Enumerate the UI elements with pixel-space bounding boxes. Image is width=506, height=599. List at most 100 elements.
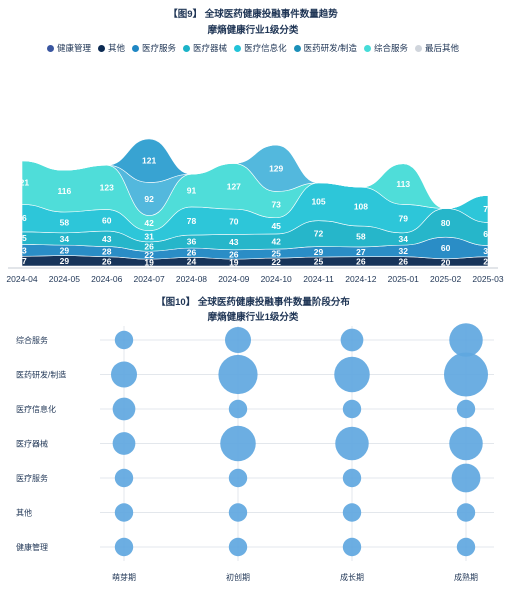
bubble	[340, 328, 364, 352]
y-tick-label: 医疗器械	[16, 439, 48, 449]
bubble	[456, 503, 476, 522]
data-label: 29	[60, 256, 70, 266]
x-tick-label: 2024-09	[218, 274, 249, 284]
x-tick-label: 成熟期	[454, 572, 478, 582]
data-label: 26	[144, 242, 154, 252]
data-label: 26	[102, 256, 112, 266]
data-label: 36	[187, 237, 197, 247]
legend-dot	[132, 44, 140, 52]
x-tick-label: 2024-04	[6, 274, 37, 284]
bubble	[456, 537, 476, 557]
data-label: 72	[314, 229, 324, 239]
bubble	[449, 323, 483, 357]
data-label: 28	[102, 247, 112, 257]
legend-item[interactable]: 医药研发/制造	[293, 42, 357, 54]
data-label: 25	[271, 249, 281, 259]
y-tick-label: 医疗服务	[16, 473, 48, 483]
y-tick-label: 医疗信息化	[16, 404, 56, 414]
data-label: 43	[102, 234, 112, 244]
data-label: 58	[60, 217, 70, 227]
bubble	[334, 356, 370, 393]
bubble	[220, 425, 256, 462]
legend-item[interactable]: 其他	[98, 42, 125, 54]
data-label: 43	[229, 237, 239, 247]
legend-item[interactable]: 综合服务	[363, 42, 408, 54]
data-label: 60	[102, 215, 112, 225]
bubble	[114, 503, 134, 522]
data-label: 58	[356, 231, 366, 241]
legend-dot	[293, 44, 301, 52]
x-tick-label: 萌芽期	[112, 572, 136, 582]
bubble	[114, 468, 134, 488]
legend-label: 医药研发/制造	[303, 43, 357, 53]
data-label: 20	[441, 257, 451, 267]
bubble	[342, 468, 362, 488]
legend-label: 其他	[108, 43, 126, 53]
stream-area-chart: 2733357612129293458116262843601231922263…	[6, 138, 504, 284]
data-label: 31	[483, 246, 493, 256]
chart1-title: 【图9】 全球医药健康投融事件数量趋势	[168, 9, 338, 20]
bubble	[228, 537, 248, 557]
bubble	[451, 463, 481, 493]
legend-item[interactable]: 最后其他	[414, 42, 459, 54]
data-label: 91	[187, 186, 197, 196]
data-label: 29	[60, 245, 70, 255]
bubble	[342, 399, 362, 419]
legend-label: 医疗服务	[142, 43, 177, 53]
legend-item[interactable]: 医疗器械	[183, 42, 227, 54]
data-label: 92	[144, 194, 154, 204]
legend-item[interactable]: 医疗服务	[132, 42, 176, 54]
y-tick-label: 医药研发/制造	[16, 370, 66, 380]
data-label: 79	[399, 214, 409, 224]
x-tick-label: 2025-03	[472, 274, 503, 284]
data-label: 26	[356, 256, 366, 266]
data-label: 105	[311, 197, 325, 207]
x-tick-label: 2024-12	[345, 274, 376, 284]
y-tick-label: 综合服务	[16, 335, 48, 345]
data-label: 45	[271, 221, 281, 231]
chart1-subtitle: 摩熵健康行业1级分类	[207, 25, 299, 36]
x-tick-label: 2024-10	[261, 274, 292, 284]
legend-label: 医疗器械	[193, 43, 228, 53]
data-label: 80	[441, 218, 451, 228]
legend-dot	[414, 44, 422, 52]
data-label: 108	[354, 202, 368, 212]
data-label: 42	[144, 218, 154, 228]
data-label: 19	[144, 258, 154, 268]
bubble	[342, 537, 362, 557]
x-tick-label: 成长期	[340, 572, 364, 582]
bubble	[218, 354, 258, 395]
bubble	[112, 432, 136, 455]
data-label: 26	[399, 256, 409, 266]
bubble	[449, 426, 483, 461]
data-label: 31	[144, 231, 154, 241]
data-label: 22	[271, 257, 281, 267]
data-label: 127	[227, 181, 241, 191]
data-label: 76	[17, 213, 27, 223]
bubble	[114, 537, 134, 557]
bubble	[228, 503, 248, 522]
data-label: 26	[187, 248, 197, 258]
legend-item[interactable]: 医疗信息化	[234, 42, 287, 54]
chart1-legend: 健康管理 其他 医疗服务 医疗器械 医疗信息化 医药研发/制造 综合服务 最后其…	[0, 42, 506, 54]
data-label: 26	[483, 256, 493, 266]
data-label: 27	[356, 247, 366, 257]
chart2-title: 【图10】 全球医药健康投融事件数量阶段分布	[156, 297, 350, 308]
y-tick-label: 其他	[16, 508, 32, 518]
data-label: 32	[399, 246, 409, 256]
legend-item[interactable]: 健康管理	[47, 42, 91, 54]
bubble	[342, 503, 362, 522]
data-label: 35	[17, 233, 27, 243]
x-tick-label: 2024-05	[49, 274, 80, 284]
data-label: 25	[314, 257, 324, 267]
x-tick-label: 2025-01	[388, 274, 419, 284]
bubble	[224, 326, 252, 354]
bubble	[444, 352, 488, 397]
data-label: 22	[144, 250, 154, 260]
data-label: 26	[229, 249, 239, 259]
x-tick-label: 2025-02	[430, 274, 461, 284]
data-label: 116	[58, 186, 72, 196]
data-label: 78	[187, 216, 197, 226]
data-label: 24	[187, 257, 197, 267]
x-tick-label: 2024-06	[91, 274, 122, 284]
